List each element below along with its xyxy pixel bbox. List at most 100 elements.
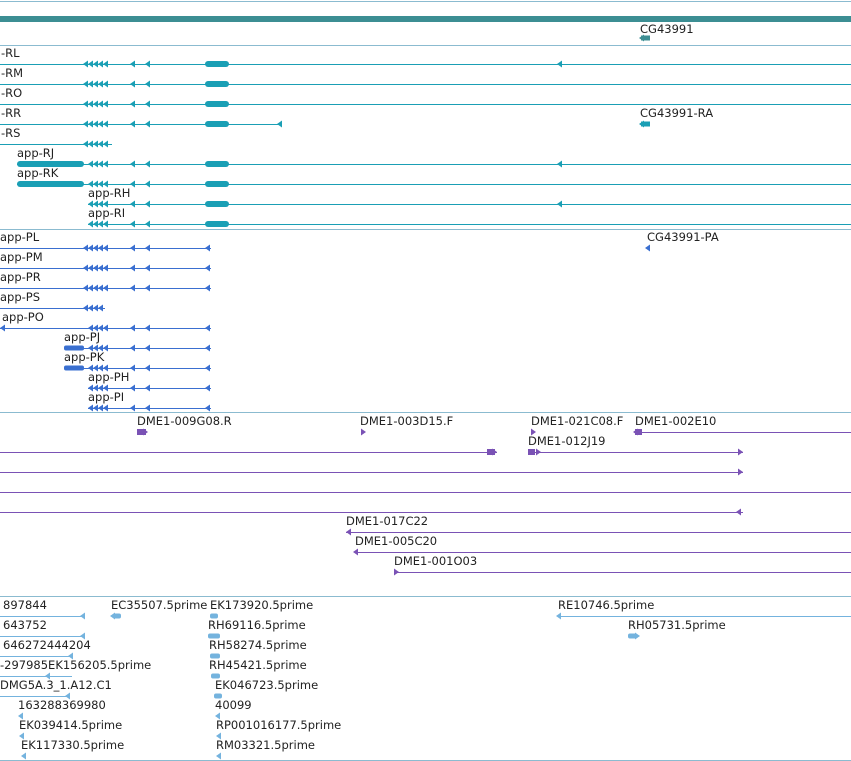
rna-label-app-rk[interactable]: app-RK (17, 166, 59, 180)
exon-arrow (145, 244, 150, 252)
est-label-ek046723[interactable]: EK046723.5prime (215, 678, 319, 692)
clone-label-dme1-009g08-r[interactable]: DME1-009G08.R (137, 414, 232, 428)
est-label-rh58274[interactable]: RH58274.5prime (209, 638, 307, 652)
exon-arrow (103, 160, 108, 168)
est-label-dmg5a[interactable]: DMG5A.3_1.A12.C1 (0, 678, 112, 692)
exon-arrow (103, 344, 108, 352)
clone-arrow (394, 568, 399, 576)
est-block (628, 633, 637, 639)
clone-end-block (487, 449, 495, 455)
exon-arrow (93, 244, 98, 252)
exon-arrow (98, 404, 103, 412)
exon-arrow (98, 264, 103, 272)
est-label-163288369980[interactable]: 163288369980 (18, 698, 106, 712)
exon-arrow (103, 364, 108, 372)
exon-arrow (639, 120, 644, 128)
exon-arrow (98, 344, 103, 352)
est-label-rh05731[interactable]: RH05731.5prime (628, 618, 726, 632)
exon-arrow (88, 404, 93, 412)
exon-arrow (145, 60, 150, 68)
rna-label-rm[interactable]: -RM (1, 66, 24, 80)
cdna-clone-track[interactable] (0, 428, 851, 576)
exon-arrow (130, 404, 135, 412)
cds-block (205, 101, 229, 107)
protein-label-app-po[interactable]: app-PO (2, 310, 44, 324)
clone-label-dme1-012j19[interactable]: DME1-012J19 (528, 434, 606, 448)
est-label-rh69116[interactable]: RH69116.5prime (208, 618, 306, 632)
est-arrow (19, 732, 24, 740)
protein-label-app-pm[interactable]: app-PM (0, 250, 43, 264)
rna-label-ro[interactable]: -RO (1, 86, 23, 100)
protein-label-cg43991-pa[interactable]: CG43991-PA (647, 230, 719, 244)
est-arrow (80, 632, 85, 640)
gene-label-cg43991[interactable]: CG43991 (640, 22, 694, 36)
clone-label-dme1-003d15-f[interactable]: DME1-003D15.F (360, 414, 454, 428)
clone-label-dme1-001o03[interactable]: DME1-001O03 (394, 554, 478, 568)
exon-arrow (93, 304, 98, 312)
exon-arrow (557, 60, 562, 68)
protein-label-app-pi[interactable]: app-PI (88, 390, 125, 404)
est-label-rp001016177[interactable]: RP001016177.5prime (216, 718, 342, 732)
exon-arrow (145, 404, 150, 412)
est-track[interactable] (0, 612, 851, 760)
exon-arrow (130, 60, 135, 68)
clone-arrow (361, 428, 366, 436)
gene-track[interactable] (0, 16, 851, 42)
exon-arrow (145, 160, 150, 168)
exon-arrow (145, 364, 150, 372)
protein-label-app-pj[interactable]: app-PJ (64, 330, 101, 344)
transcript-protein-track[interactable] (0, 244, 650, 412)
est-label-ec35507[interactable]: EC35507.5prime (111, 598, 208, 612)
exon-arrow (103, 80, 108, 88)
protein-label-app-pl[interactable]: app-PL (0, 230, 40, 244)
exon-arrow (98, 384, 103, 392)
clone-label-dme1-021c08-f[interactable]: DME1-021C08.F (531, 414, 624, 428)
exon-arrow (103, 284, 108, 292)
protein-label-app-ps[interactable]: app-PS (0, 290, 41, 304)
est-label-ek117330[interactable]: EK117330.5prime (21, 738, 125, 752)
exon-arrow (88, 140, 93, 148)
clone-label-dme1-017c22[interactable]: DME1-017C22 (346, 514, 429, 528)
est-label-ek173920[interactable]: EK173920.5prime (210, 598, 314, 612)
rna-label-app-rj[interactable]: app-RJ (17, 146, 55, 160)
cds-block (205, 221, 229, 227)
exon-arrow (98, 364, 103, 372)
rna-label-cg43991-ra[interactable]: CG43991-RA (640, 106, 714, 120)
rna-label-app-ri[interactable]: app-RI (88, 206, 126, 220)
cds-block (205, 81, 229, 87)
protein-label-app-pk[interactable]: app-PK (64, 350, 105, 364)
clone-label-dme1-005c20[interactable]: DME1-005C20 (355, 534, 438, 548)
exon-arrow (145, 80, 150, 88)
exon-arrow (130, 384, 135, 392)
est-label-re10746[interactable]: RE10746.5prime (558, 598, 655, 612)
protein-label-app-ph[interactable]: app-PH (88, 370, 130, 384)
est-arrow (110, 612, 115, 620)
exon-arrow (88, 244, 93, 252)
est-arrow (635, 632, 640, 640)
est-label-ek039414[interactable]: EK039414.5prime (19, 718, 123, 732)
rna-label-rs[interactable]: -RS (1, 126, 21, 140)
rna-label-app-rh[interactable]: app-RH (88, 186, 131, 200)
utr-block (64, 365, 84, 371)
est-label-40099[interactable]: 40099 (215, 698, 252, 712)
transcript-rna-track[interactable] (0, 60, 851, 228)
rna-label-rl[interactable]: -RL (1, 46, 20, 60)
exon-arrow (557, 160, 562, 168)
exon-arrow (103, 200, 108, 208)
est-label-643752[interactable]: 643752 (3, 618, 47, 632)
protein-label-app-pr[interactable]: app-PR (0, 270, 41, 284)
est-label-297985ek156205[interactable]: -297985EK156205.5prime (0, 658, 152, 672)
clone-label-dme1-002e10[interactable]: DME1-002E10 (635, 414, 717, 428)
exon-arrow (98, 284, 103, 292)
exon-arrow (145, 100, 150, 108)
clone-arrow (536, 448, 541, 456)
gene-span-bar (0, 16, 851, 22)
exon-arrow (103, 264, 108, 272)
exon-arrow (93, 160, 98, 168)
est-label-646272444204[interactable]: 646272444204 (3, 638, 91, 652)
est-label-rm03321[interactable]: RM03321.5prime (216, 738, 315, 752)
rna-label-rr[interactable]: -RR (1, 106, 22, 120)
exon-arrow (88, 120, 93, 128)
est-label-rh45421[interactable]: RH45421.5prime (209, 658, 307, 672)
est-label-897844[interactable]: 897844 (3, 598, 47, 612)
